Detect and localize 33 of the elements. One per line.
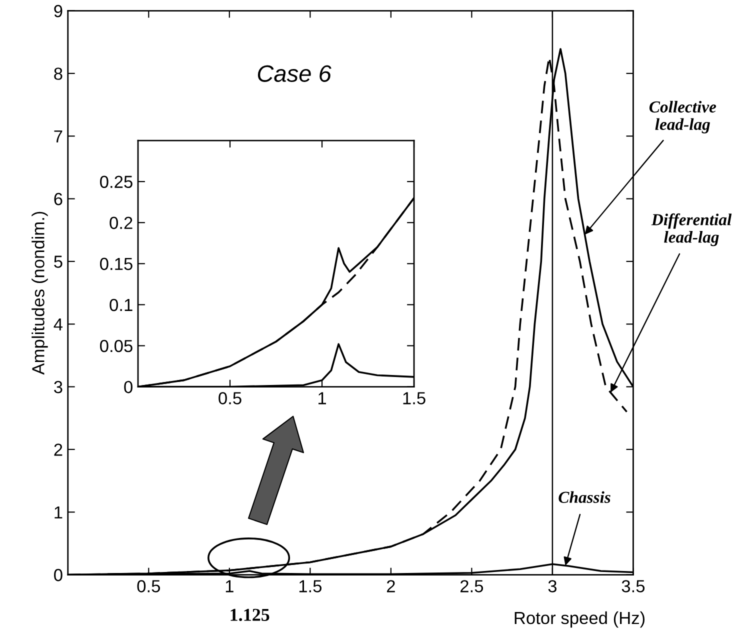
y-tick-label: 0.2 — [110, 216, 132, 230]
x-tick-label: 3.5 — [622, 580, 645, 592]
x-tick-label: 2 — [386, 580, 395, 592]
y-tick-label: 6 — [54, 192, 62, 206]
x-tick-label: 1.5 — [403, 392, 426, 404]
y-axis-title: Amplitudes (nondim.) — [32, 212, 48, 375]
x-tick-label: 1.5 — [299, 580, 322, 592]
y-tick-label: 0.1 — [110, 298, 132, 312]
y-tick-label: 0.25 — [100, 176, 132, 188]
y-tick-label: 3 — [54, 380, 62, 394]
y-tick-label: 5 — [54, 256, 62, 268]
x-tick-label: 2.5 — [460, 580, 484, 592]
y-tick-label: 0.05 — [100, 340, 132, 352]
y-tick-label: 1 — [54, 506, 62, 518]
annotation: 1.125 — [230, 608, 270, 622]
y-tick-label: 9 — [54, 4, 62, 18]
x-tick-label: 1 — [226, 580, 234, 592]
x-tick-label: 0.5 — [137, 580, 160, 592]
y-tick-label: 2 — [54, 444, 62, 456]
text: Chassis — [558, 491, 610, 503]
text: Collective lead-lag — [649, 100, 716, 134]
y-tick-label: 7 — [54, 130, 62, 142]
y-tick-label: 8 — [54, 68, 62, 80]
y-tick-label: 4 — [54, 318, 63, 330]
x-tick-label: 0.5 — [218, 392, 242, 404]
x-axis-title: Rotor speed (Hz) — [514, 611, 645, 628]
y-tick-label: 0 — [124, 380, 132, 394]
text: Case 6 — [258, 65, 332, 82]
text: Differential lead-lag — [651, 213, 732, 246]
x-tick-label: 1 — [318, 392, 326, 404]
y-tick-label: 0 — [54, 568, 62, 582]
x-tick-label: 3 — [548, 580, 557, 592]
y-tick-label: 0.15 — [100, 258, 132, 270]
